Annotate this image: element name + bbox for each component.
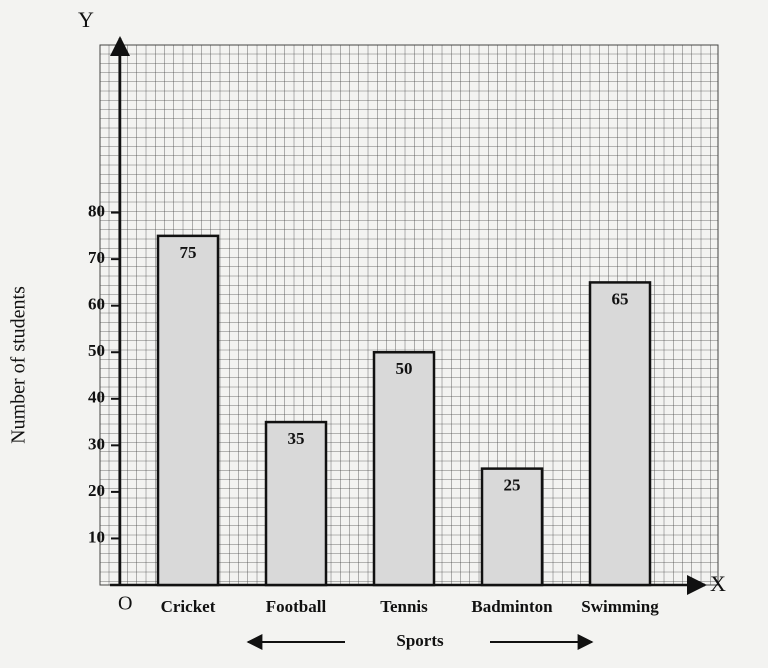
data-label: 75 [180, 243, 197, 262]
y-axis-title: Number of students [8, 286, 30, 444]
bar [156, 234, 220, 587]
x-axis-title: Sports [396, 631, 444, 650]
y-tick-label: 80 [88, 201, 105, 220]
y-tick-label: 70 [88, 248, 105, 267]
x-tick-label: Cricket [161, 597, 216, 616]
origin-label: O [118, 593, 132, 615]
x-tick-label: Badminton [471, 597, 553, 616]
bar [480, 467, 544, 587]
y-tick-label: 30 [88, 434, 105, 453]
y-tick-label: 20 [88, 481, 105, 500]
y-tick-label: 50 [88, 341, 105, 360]
y-tick-label: 40 [88, 388, 105, 407]
bar [372, 350, 436, 587]
data-label: 25 [504, 476, 521, 495]
data-label: 35 [288, 429, 305, 448]
bar [264, 420, 328, 587]
data-label: 65 [612, 289, 629, 308]
y-axis-letter: Y [78, 7, 94, 32]
y-tick-label: 60 [88, 295, 105, 314]
x-tick-label: Football [266, 597, 327, 616]
x-tick-label: Swimming [581, 597, 659, 616]
x-axis-letter: X [710, 571, 726, 596]
y-tick-label: 10 [88, 527, 105, 546]
x-tick-label: Tennis [380, 597, 428, 616]
bar [588, 281, 652, 587]
data-label: 50 [396, 359, 413, 378]
